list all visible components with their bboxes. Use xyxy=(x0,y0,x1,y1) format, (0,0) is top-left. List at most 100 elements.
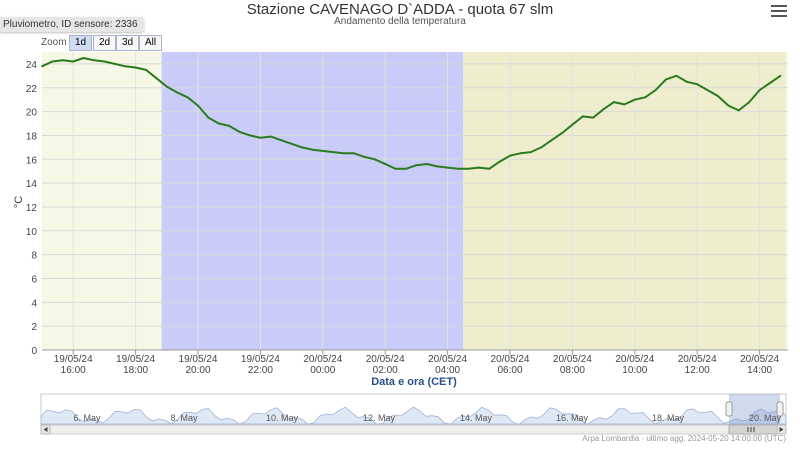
temperature-point xyxy=(477,166,480,169)
y-tick-label: 6 xyxy=(31,274,37,285)
temperature-point xyxy=(436,165,439,168)
temperature-point xyxy=(706,89,709,91)
grid-lines xyxy=(42,52,788,351)
y-tick-label: 24 xyxy=(26,60,38,71)
y-tick-label: 2 xyxy=(31,322,37,333)
plot-band-1 xyxy=(463,52,786,350)
temperature-point xyxy=(228,125,231,127)
temperature-point xyxy=(103,60,106,63)
x-tick-label-time: 22:00 xyxy=(248,365,273,376)
plot-band-0 xyxy=(161,52,464,350)
scroll-left-arrow-icon xyxy=(43,427,48,432)
temperature-point xyxy=(623,103,626,106)
x-tick-label-time: 14:00 xyxy=(747,365,772,376)
x-tick-label-date: 20/05/24 xyxy=(303,354,342,365)
navigator-overview-area xyxy=(40,406,787,426)
temperature-point xyxy=(467,167,470,170)
temperature-point xyxy=(280,139,283,142)
temperature-point xyxy=(769,82,771,84)
temperature-point xyxy=(540,146,543,149)
temperature-point xyxy=(41,65,43,68)
series-layer xyxy=(41,57,782,170)
x-tick-label-date: 20/05/24 xyxy=(615,354,654,365)
temperature-point xyxy=(342,152,345,155)
temperature-point xyxy=(748,101,751,103)
range-handle-icon[interactable] xyxy=(776,401,784,417)
navigator-selected-range[interactable] xyxy=(729,394,780,424)
x-tick-label-date: 20/05/24 xyxy=(740,354,779,365)
temperature-point xyxy=(93,59,95,62)
x-tick-label-date: 20/05/24 xyxy=(553,354,592,365)
zoom-button-3d[interactable]: 3d xyxy=(116,35,139,51)
x-tick-label-time: 18:00 xyxy=(123,365,148,376)
zoom-button-2d[interactable]: 2d xyxy=(93,35,116,51)
temperature-point xyxy=(238,131,241,133)
footer-credit: Arpa Lombardia - ultimo agg. 2024-05-20 … xyxy=(582,434,786,443)
y-tick-label: 18 xyxy=(26,131,38,142)
navigator-scrollbar-track[interactable] xyxy=(40,424,787,435)
temperature-point xyxy=(373,158,376,161)
temperature-point xyxy=(654,89,657,91)
x-tick-label-date: 20/05/24 xyxy=(366,354,405,365)
x-tick-label-time: 00:00 xyxy=(310,365,335,376)
temperature-point xyxy=(353,152,355,155)
temperature-point xyxy=(758,89,761,91)
x-tick-label-time: 16:00 xyxy=(61,365,86,376)
temperature-point xyxy=(124,65,127,68)
x-tick-label-time: 06:00 xyxy=(497,365,522,376)
temperature-point xyxy=(685,80,688,83)
temperature-point xyxy=(488,167,491,170)
temperature-point xyxy=(737,109,740,112)
y-tick-label: 0 xyxy=(31,346,37,357)
temperature-point xyxy=(592,116,595,119)
temperature-point xyxy=(290,142,293,145)
range-handle-icon[interactable] xyxy=(725,401,733,417)
navigator-date-label: 16. May xyxy=(556,413,589,423)
navigator-date-label: 8. May xyxy=(170,413,198,423)
x-tick-label-date: 20/05/24 xyxy=(491,354,530,365)
navigator-date-label: 20. May xyxy=(749,413,782,423)
temperature-point xyxy=(717,95,719,97)
y-tick-label: 14 xyxy=(26,179,38,190)
navigator[interactable]: 6. May 8. May 10. May 12. May 14. May 16. May… xyxy=(40,393,787,435)
hamburger-menu-icon[interactable] xyxy=(770,3,788,19)
y-tick-label: 22 xyxy=(26,84,38,95)
temperature-point xyxy=(197,104,199,107)
y-tick-label: 20 xyxy=(26,108,38,119)
x-axis-ticks: 19/05/2416:0019/05/2418:0019/05/2420:001… xyxy=(42,349,788,376)
temperature-point xyxy=(509,154,511,157)
y-tick-label: 4 xyxy=(31,298,37,309)
temperature-point xyxy=(321,150,324,152)
temperature-point xyxy=(425,163,428,165)
x-tick-label-time: 08:00 xyxy=(560,365,585,376)
temperature-point xyxy=(332,151,335,154)
temperature-point xyxy=(311,148,314,151)
temperature-point xyxy=(259,136,262,139)
zoom-button-1d[interactable]: 1d xyxy=(69,35,92,51)
temperature-point xyxy=(51,60,54,63)
temperature-point xyxy=(696,83,699,86)
navigator-date-label: 14. May xyxy=(460,413,493,423)
temperature-point xyxy=(145,69,147,71)
y-tick-label: 8 xyxy=(31,251,37,262)
navigator-date-label: 10. May xyxy=(266,413,299,423)
temperature-point xyxy=(571,123,574,126)
temperature-point xyxy=(394,167,397,170)
temperature-point xyxy=(581,115,584,118)
temperature-point xyxy=(457,167,459,170)
temperature-point xyxy=(613,101,615,103)
temperature-point xyxy=(665,78,667,81)
x-tick-label-date: 19/05/24 xyxy=(179,354,218,365)
zoom-button-all[interactable]: All xyxy=(139,35,162,51)
temperature-point xyxy=(519,152,522,155)
temperature-series-line xyxy=(41,57,781,170)
x-tick-label-time: 12:00 xyxy=(685,365,710,376)
zoom-label: Zoom xyxy=(41,37,67,48)
temperature-point xyxy=(446,166,449,169)
temperature-point xyxy=(779,74,782,77)
temperature-point xyxy=(529,151,532,154)
temperature-point xyxy=(176,91,179,94)
x-tick-label-time: 20:00 xyxy=(185,365,210,376)
